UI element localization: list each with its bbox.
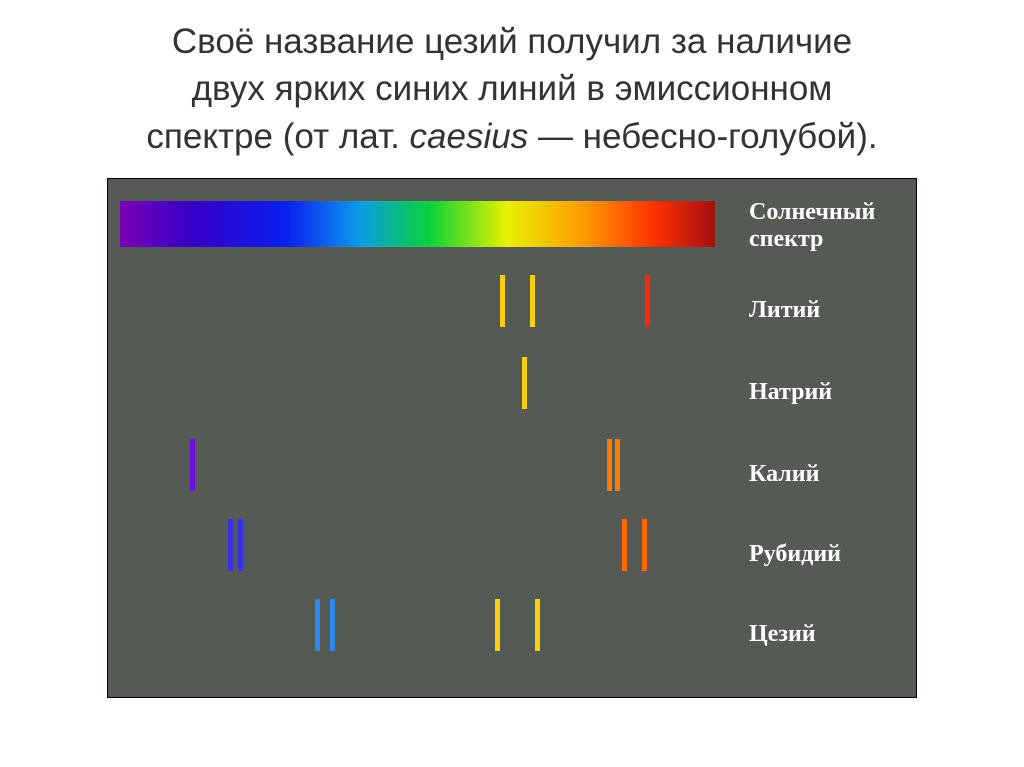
- spectrum-chart: Солнечныйспектр Литий Натрий Калий Рубидий Ц…: [107, 178, 917, 698]
- spectral-line: [190, 439, 195, 491]
- element-label: Калий: [749, 461, 819, 488]
- title-line2: двух ярких синих линий в эмиссионном: [192, 69, 833, 108]
- spectral-line: [330, 599, 335, 651]
- title-line3b: — небесно-голубой).: [528, 117, 877, 156]
- spectral-line: [238, 519, 243, 571]
- spectral-line: [522, 357, 527, 409]
- title-line3a: спектре (от лат.: [146, 117, 409, 156]
- element-label: Рубидий: [749, 541, 841, 568]
- spectral-line: [622, 519, 627, 571]
- spectral-line: [607, 439, 612, 491]
- spectral-line: [500, 275, 505, 327]
- element-label: Литий: [749, 297, 820, 324]
- spectral-line: [615, 439, 620, 491]
- continuous-spectrum: [120, 201, 715, 247]
- labels-column: Солнечныйспектр Литий Натрий Калий Рубидий Ц…: [749, 189, 904, 685]
- spectral-line: [642, 519, 647, 571]
- spectral-line: [645, 275, 650, 327]
- slide-title: Своё название цезий получил за наличие д…: [86, 0, 937, 170]
- spectral-line: [530, 275, 535, 327]
- spectral-line: [228, 519, 233, 571]
- title-italic: caesius: [410, 117, 529, 156]
- element-label: Натрий: [749, 379, 832, 406]
- spectral-line: [535, 599, 540, 651]
- chart-inner: Солнечныйспектр Литий Натрий Калий Рубидий Ц…: [120, 189, 904, 685]
- spectrum-area: [120, 189, 740, 685]
- element-label: Цезий: [749, 621, 816, 648]
- title-line1: Своё название цезий получил за наличие: [172, 22, 852, 61]
- spectral-line: [315, 599, 320, 651]
- label-solar-spectrum: Солнечныйспектр: [749, 199, 875, 254]
- spectral-line: [495, 599, 500, 651]
